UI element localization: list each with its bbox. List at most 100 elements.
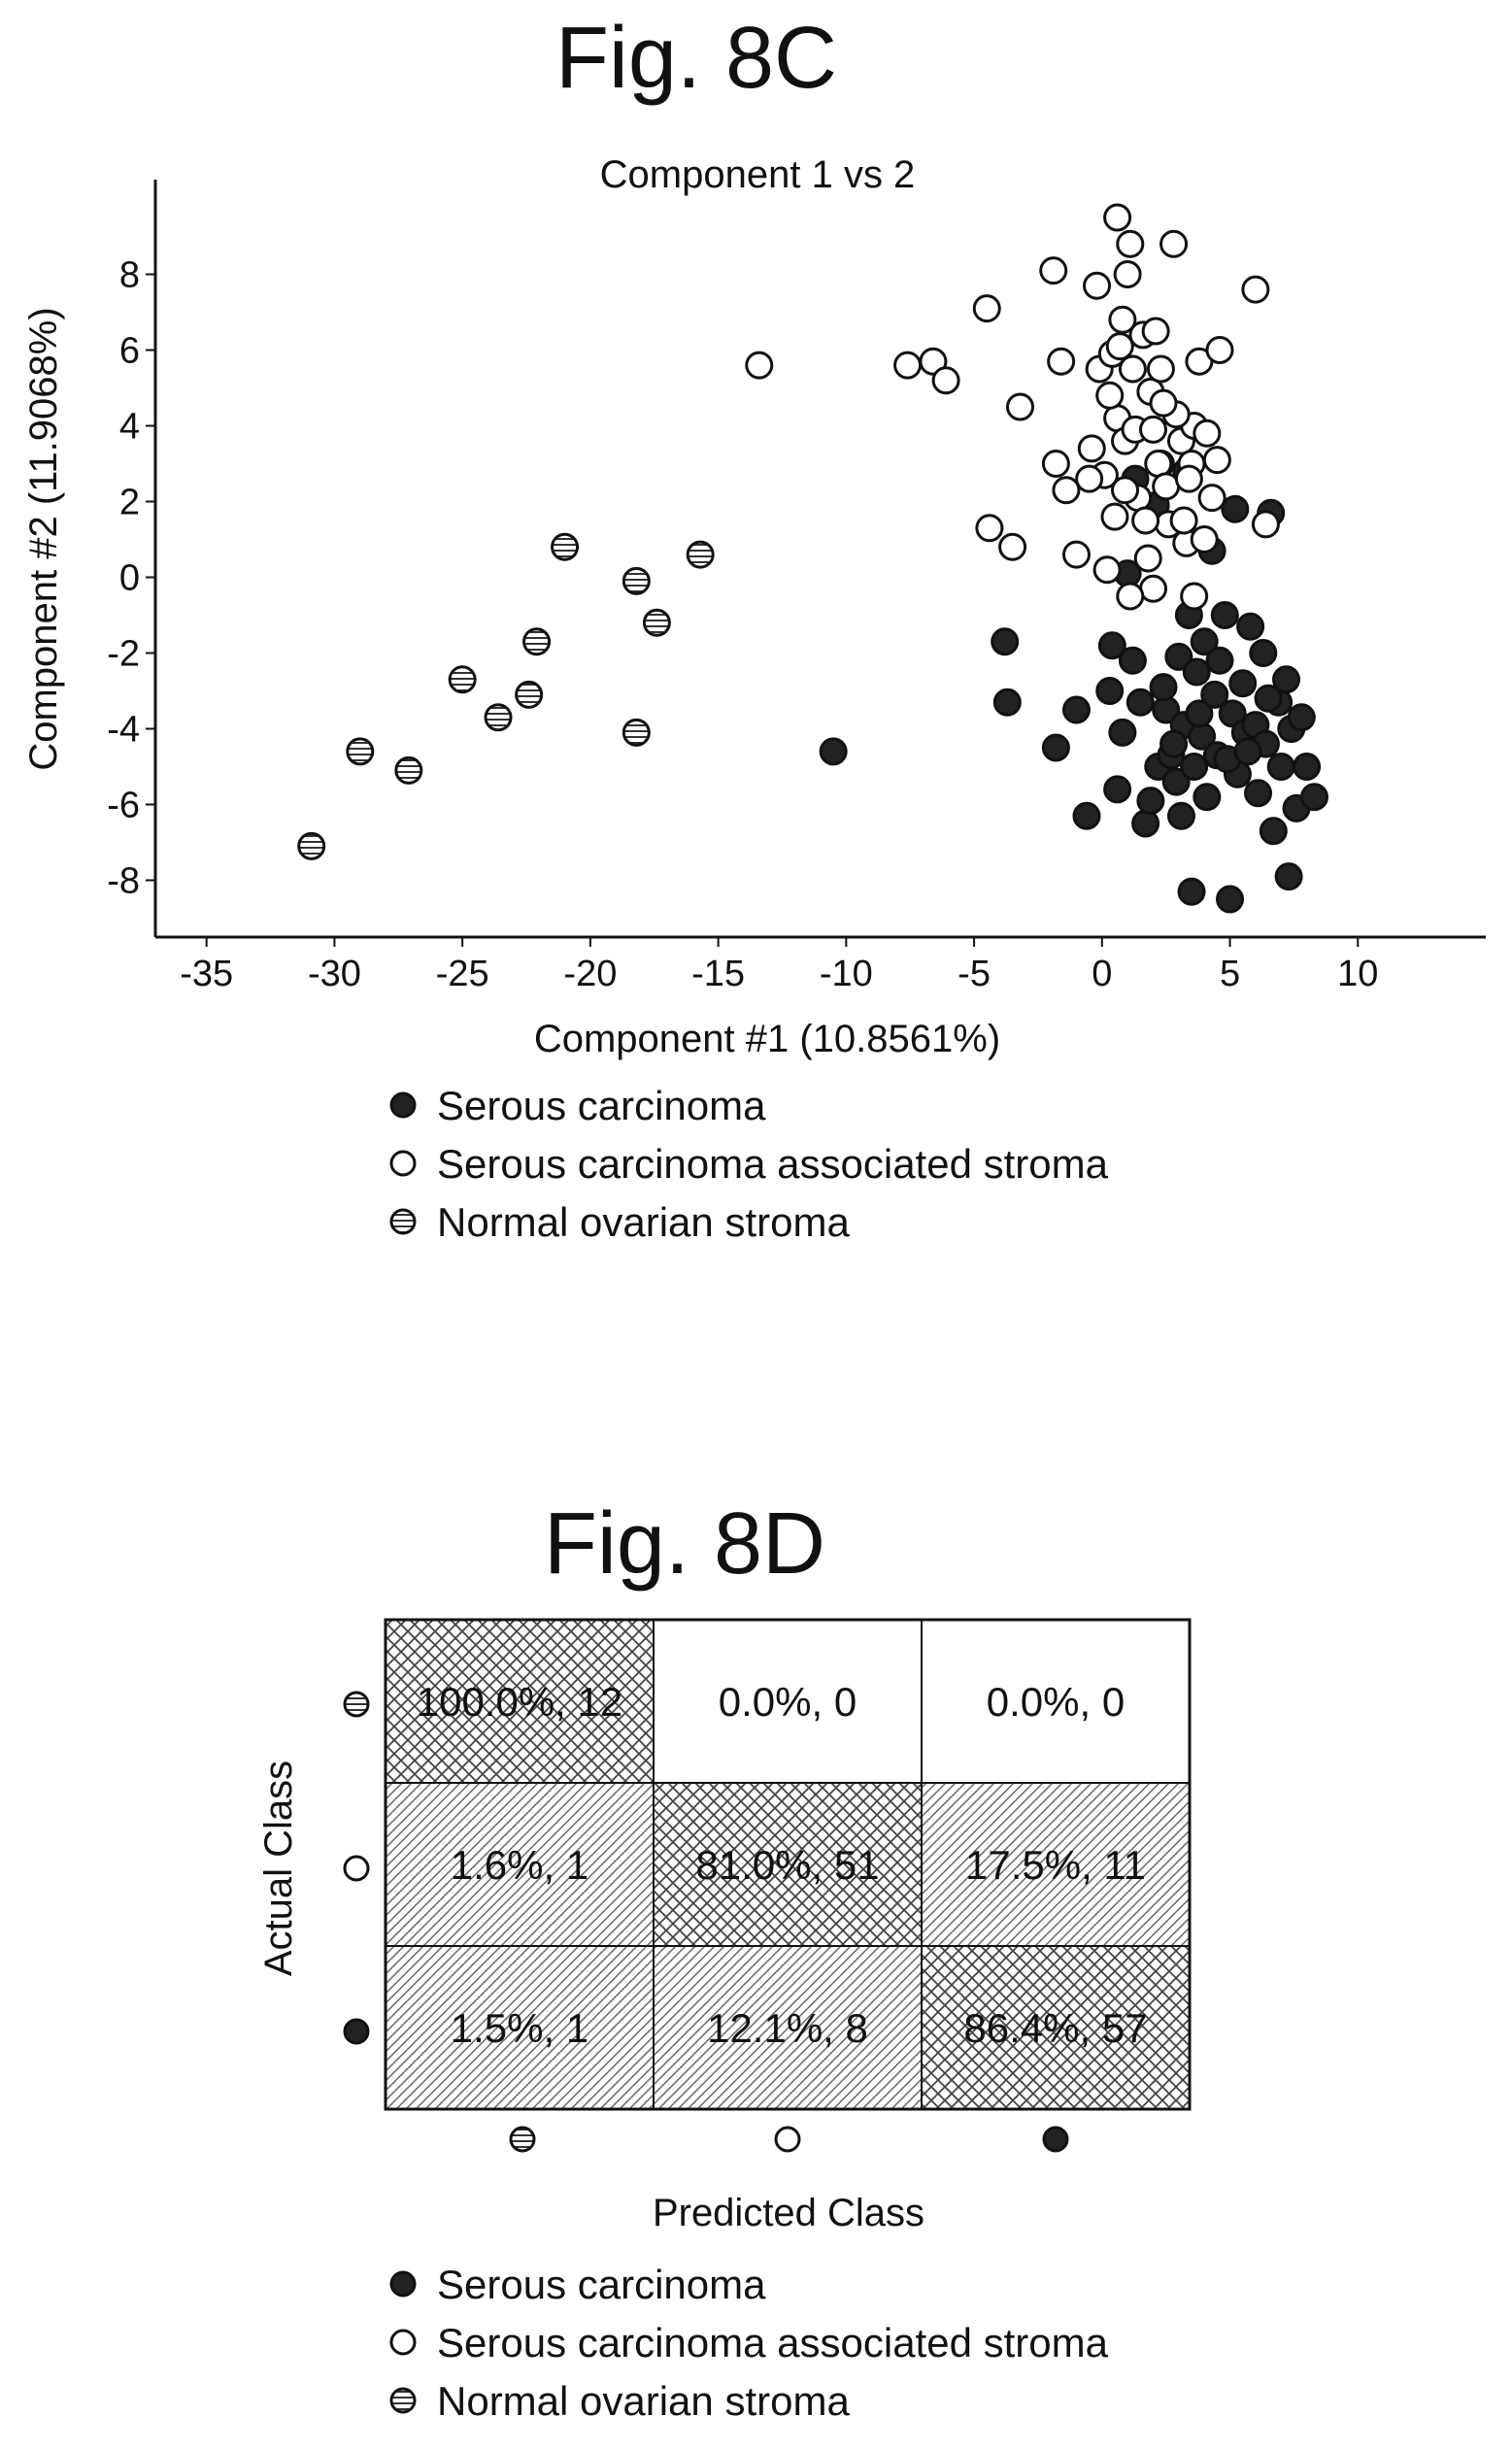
y-tick-label: -8 — [107, 861, 140, 902]
y-tick-label: 2 — [119, 483, 140, 523]
data-point-open — [1133, 544, 1162, 573]
y-tick-label: -6 — [107, 786, 140, 826]
data-point-filled — [1266, 753, 1295, 781]
data-point-filled — [1228, 669, 1258, 698]
scatter-points — [297, 203, 1328, 914]
legend-8d: Serous carcinoma Serous carcinoma associ… — [389, 2262, 1109, 2424]
data-point-open — [745, 351, 774, 380]
data-point-open — [1146, 354, 1175, 384]
x-tick-label: -5 — [958, 954, 991, 994]
data-point-open — [1083, 271, 1112, 300]
matrix-cell-value: 12.1%, 8 — [707, 2005, 868, 2051]
y-axis-label: Component #2 (11.9068%) — [22, 307, 65, 770]
row-marker-open — [343, 1855, 370, 1882]
data-point-filled — [1218, 699, 1247, 728]
data-point-filled — [1259, 817, 1288, 846]
legend-marker-filled — [389, 2270, 417, 2298]
data-point-filled — [1193, 783, 1222, 812]
data-point-filled — [1185, 699, 1214, 728]
x-axis-label: Component #1 (10.8561%) — [534, 1018, 1000, 1060]
data-point-open — [1006, 392, 1034, 421]
data-point-striped — [622, 718, 651, 747]
data-point-open — [1111, 476, 1140, 505]
x-tick-label: -20 — [563, 954, 617, 994]
y-tick-label: 4 — [119, 407, 140, 448]
matrix-cell — [653, 1619, 923, 1784]
data-point-filled — [1061, 695, 1091, 724]
legend-label-serous-carcinoma: Serous carcinoma — [437, 1083, 766, 1128]
legend-label-normal-stroma: Normal ovarian stroma — [437, 1199, 850, 1245]
x-tick-label: -35 — [180, 954, 233, 994]
fig-8c-label: Fig. 8C — [555, 10, 837, 107]
data-point-open — [1202, 446, 1231, 475]
data-point-filled — [1103, 775, 1132, 804]
data-point-open — [1205, 336, 1234, 364]
data-point-filled — [1272, 665, 1300, 694]
legend-marker-striped — [389, 1208, 417, 1235]
data-point-filled — [1190, 627, 1219, 656]
data-point-open — [1118, 354, 1147, 384]
fig-8d-label: Fig. 8D — [544, 1495, 825, 1593]
data-point-filled — [1166, 801, 1195, 830]
row-marker-striped — [343, 1691, 370, 1718]
legend-marker-open — [389, 1150, 417, 1177]
data-point-open — [1141, 317, 1170, 346]
x-tick-label: -30 — [308, 954, 361, 994]
data-point-striped — [622, 566, 651, 595]
legend-label-normal-stroma: Normal ovarian stroma — [437, 2378, 850, 2424]
x-tick-label: 10 — [1337, 954, 1378, 994]
data-point-open — [1113, 260, 1142, 288]
data-point-open — [975, 514, 1004, 543]
x-axis-ticks: -35 -30 -25 -20 -15 -10 -5 0 5 10 — [180, 937, 1378, 994]
data-point-open — [1139, 574, 1167, 603]
legend-marker-striped — [389, 2387, 417, 2414]
y-tick-label: 6 — [119, 331, 140, 372]
data-point-filled — [1159, 729, 1189, 758]
data-point-filled — [1095, 677, 1125, 705]
matrix-cell-value: 86.4%, 57 — [963, 2005, 1147, 2051]
data-point-open — [1159, 229, 1189, 258]
actual-class-markers — [343, 1691, 370, 2045]
legend-8c: Serous carcinoma Serous carcinoma associ… — [389, 1083, 1109, 1245]
data-point-filled — [1161, 767, 1191, 796]
matrix-border — [384, 1618, 1192, 2111]
x-tick-label: -25 — [436, 954, 489, 994]
data-point-striped — [484, 703, 513, 732]
matrix-cell-value: 81.0%, 51 — [695, 1842, 879, 1888]
data-point-striped — [515, 680, 544, 709]
data-point-open — [931, 366, 960, 395]
data-point-filled — [1249, 639, 1278, 667]
data-point-open — [893, 351, 923, 380]
data-point-filled — [1221, 494, 1250, 523]
data-point-filled — [1177, 877, 1206, 906]
y-axis-ticks: 8 6 4 2 0 -2 -4 -6 -8 — [107, 255, 155, 902]
data-point-striped — [448, 665, 477, 694]
data-point-striped — [686, 540, 715, 569]
data-point-open — [1193, 419, 1222, 448]
data-point-filled — [1254, 684, 1283, 713]
data-point-filled — [1131, 809, 1160, 838]
data-point-open — [1116, 582, 1145, 611]
data-point-open — [1241, 275, 1270, 304]
data-point-striped — [551, 532, 580, 561]
col-marker-open — [774, 2126, 801, 2153]
data-point-striped — [346, 737, 375, 766]
data-point-filled — [1118, 646, 1147, 675]
data-point-filled — [1164, 642, 1193, 671]
predicted-class-markers — [509, 2126, 1069, 2153]
y-tick-label: 8 — [119, 255, 140, 296]
data-point-filled — [1041, 733, 1070, 762]
data-point-open — [1095, 381, 1125, 410]
data-point-filled — [992, 688, 1022, 717]
row-marker-filled — [343, 2018, 370, 2045]
data-point-open — [1047, 347, 1076, 376]
data-point-open — [919, 347, 948, 376]
col-marker-filled — [1042, 2126, 1069, 2153]
data-point-filled — [1180, 753, 1209, 781]
data-point-filled — [991, 627, 1020, 656]
data-point-open — [1061, 540, 1091, 569]
x-tick-label: -10 — [820, 954, 873, 994]
fig-8d-confusion-matrix: Fig. 8D 100.0%, 12 0.0%, 0 0.0%, 0 1.6%, 1 8… — [257, 1495, 1192, 2424]
legend-label-serous-carcinoma: Serous carcinoma — [437, 2262, 766, 2307]
data-point-open — [1152, 472, 1181, 501]
